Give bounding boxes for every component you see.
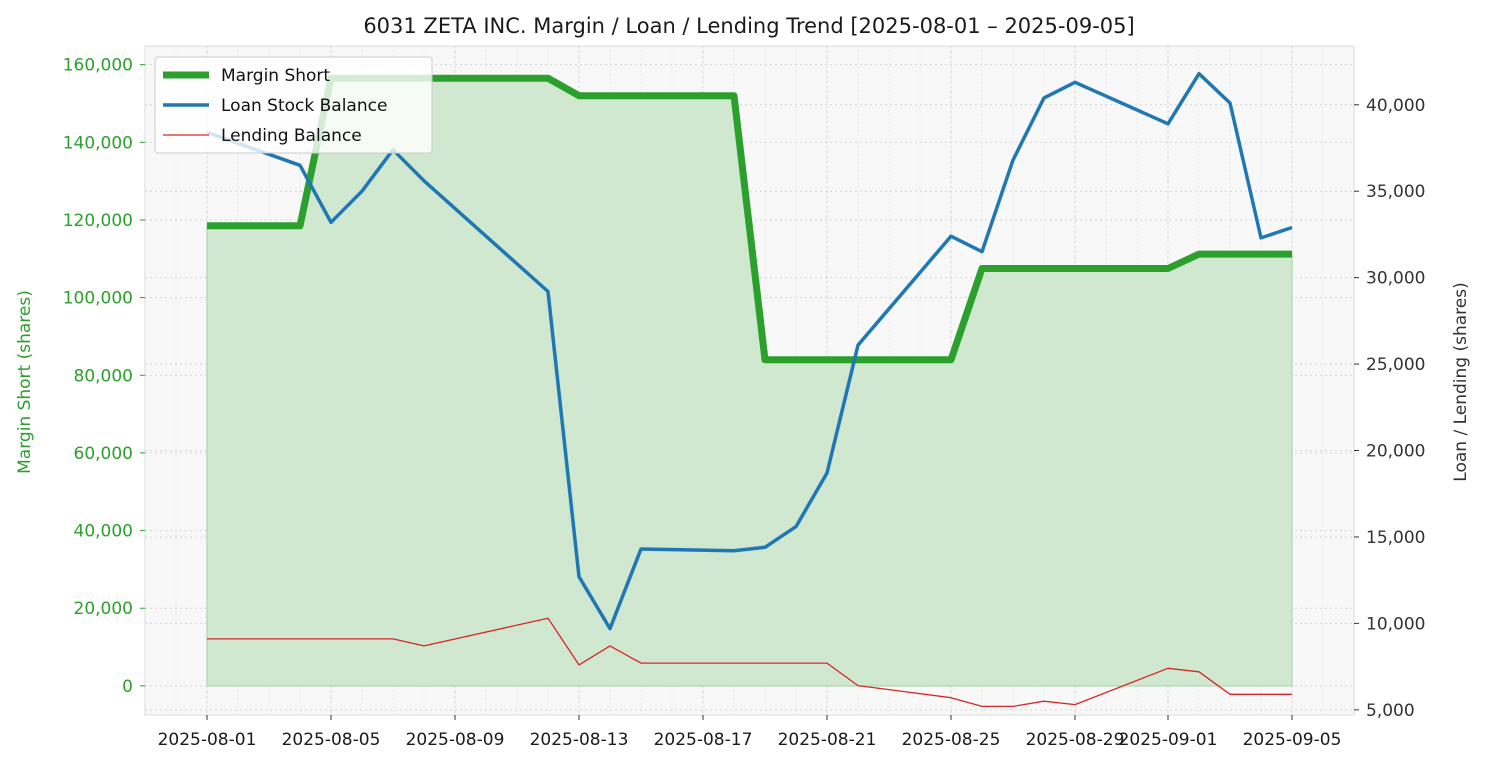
left-tick-label: 40,000 xyxy=(74,522,133,542)
left-tick-label: 160,000 xyxy=(63,56,133,76)
left-tick-label: 100,000 xyxy=(63,289,133,309)
left-tick-label: 0 xyxy=(122,677,133,697)
x-tick-label: 2025-08-25 xyxy=(902,730,1001,750)
right-tick-label: 20,000 xyxy=(1366,442,1425,462)
legend-label: Lending Balance xyxy=(221,126,362,146)
x-tick-label: 2025-09-01 xyxy=(1119,730,1218,750)
legend-label: Margin Short xyxy=(221,66,330,86)
lending-balance-line xyxy=(207,617,1292,708)
x-tick-label: 2025-08-01 xyxy=(158,730,257,750)
left-axis-label: Margin Short (shares) xyxy=(15,290,35,474)
x-tick-label: 2025-08-05 xyxy=(282,730,381,750)
x-tick-label: 2025-08-17 xyxy=(654,730,753,750)
right-tick-label: 40,000 xyxy=(1366,96,1425,116)
left-tick-label: 80,000 xyxy=(74,366,133,386)
x-tick-label: 2025-09-05 xyxy=(1243,730,1342,750)
left-tick-label: 140,000 xyxy=(63,133,133,153)
right-tick-label: 15,000 xyxy=(1366,528,1425,548)
x-tick-label: 2025-08-09 xyxy=(406,730,505,750)
legend-label: Loan Stock Balance xyxy=(221,96,387,116)
legend: Margin Short Loan Stock Balance Lending Ba… xyxy=(154,56,433,154)
left-tick-label: 120,000 xyxy=(63,211,133,231)
left-tick-label: 60,000 xyxy=(74,444,133,464)
right-tick-label: 35,000 xyxy=(1366,182,1425,202)
chart-title: 6031 ZETA INC. Margin / Loan / Lending T… xyxy=(363,14,1134,38)
x-tick-label: 2025-08-29 xyxy=(1026,730,1125,750)
legend-box xyxy=(154,56,433,154)
left-tick-label: 20,000 xyxy=(74,599,133,619)
left-axis-ticks: 0 20,000 40,000 60,000 80,000 100,000 120,000 1… xyxy=(63,56,145,697)
right-axis-ticks: 5,000 10,000 15,000 20,000 25,000 30,000 35,00… xyxy=(1354,96,1425,721)
right-tick-label: 5,000 xyxy=(1366,701,1415,721)
x-tick-label: 2025-08-21 xyxy=(778,730,877,750)
right-axis-label: Loan / Lending (shares) xyxy=(1451,282,1471,481)
x-tick-label: 2025-08-13 xyxy=(530,730,629,750)
right-tick-label: 25,000 xyxy=(1366,355,1425,375)
right-tick-label: 30,000 xyxy=(1366,269,1425,289)
x-axis-ticks: 2025-08-01 2025-08-05 2025-08-09 2025-08-13… xyxy=(158,715,1342,750)
right-tick-label: 10,000 xyxy=(1366,614,1425,634)
